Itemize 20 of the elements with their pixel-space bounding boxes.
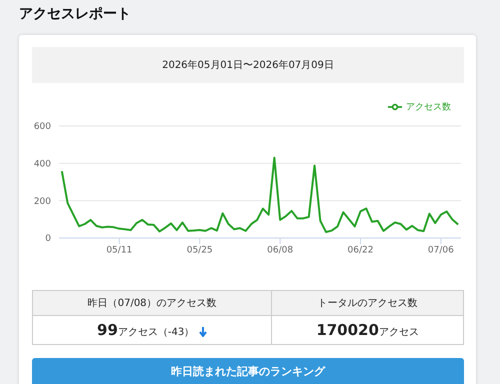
- text: トータルのアクセス数: [272, 290, 464, 316]
- text: アクセス（-43）: [118, 327, 194, 338]
- x-tick-label: 07/06: [428, 245, 454, 256]
- text: 170020: [316, 321, 379, 339]
- chart-subtitle: 2026年05月01日〜2026年07月09日: [32, 47, 464, 83]
- line-series: [60, 156, 460, 234]
- x-tick-label: 05/11: [106, 245, 132, 256]
- text: アクセス: [378, 327, 419, 338]
- text: 昨日読まれた記事のランキング: [32, 358, 464, 384]
- x-tick-label: 06/08: [267, 245, 294, 256]
- text: 99: [97, 321, 118, 339]
- y-tick-label: 200: [34, 196, 52, 207]
- y-tick-label: 0: [45, 234, 52, 244]
- chart-title: アクセスレポート: [19, 5, 131, 23]
- y-tick-label: 600: [34, 122, 52, 132]
- text: 昨日（07/08）のアクセス数: [32, 290, 272, 316]
- x-tick-label: 06/22: [348, 245, 374, 256]
- legend-label: アクセス数: [406, 102, 451, 112]
- x-tick-label: 05/25: [186, 245, 213, 256]
- y-tick-label: 400: [34, 160, 52, 170]
